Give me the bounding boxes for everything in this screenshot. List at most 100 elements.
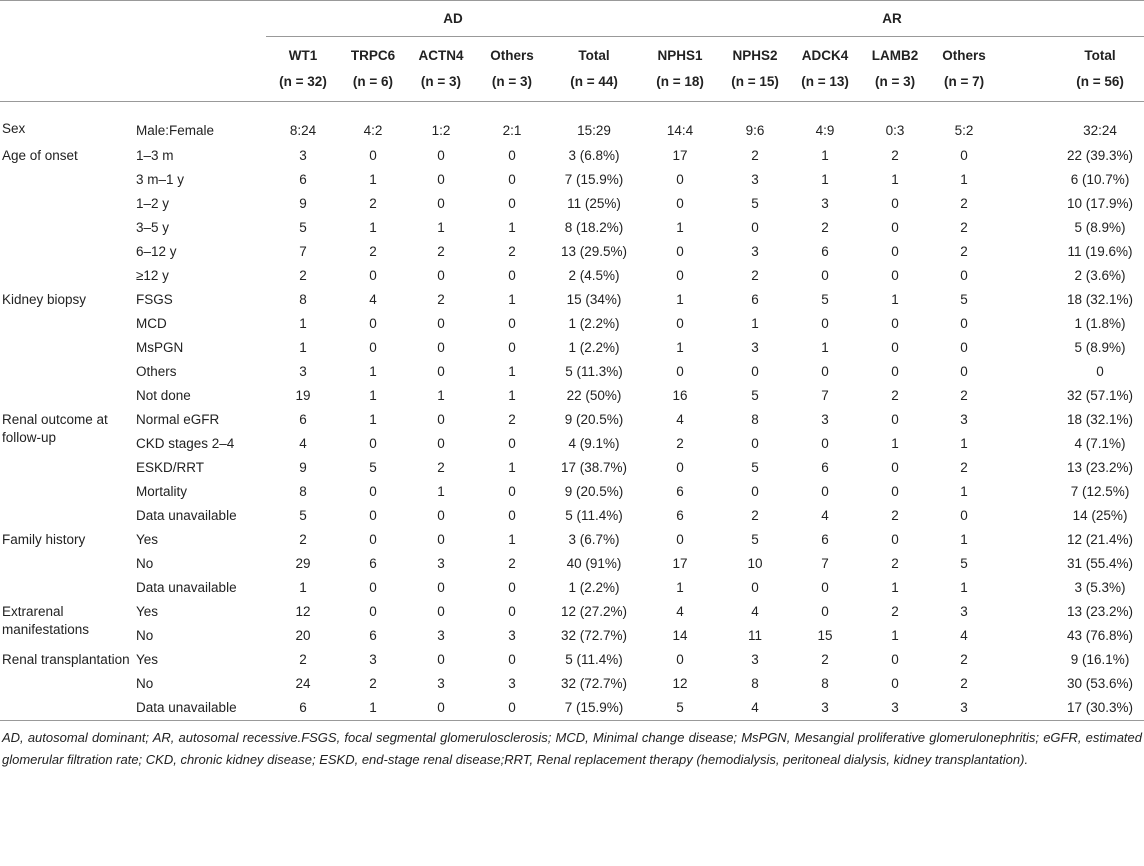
table-cell: 1: [676, 340, 684, 355]
table-cell: 2: [891, 508, 899, 523]
table-cell: 5 (8.9%): [1074, 220, 1126, 235]
row-label: Yes: [136, 652, 159, 667]
column-header: TRPC6 (n = 6): [340, 36, 406, 102]
table-cell: 12: [295, 604, 311, 619]
table-cell: 1: [508, 460, 516, 475]
table-cell: 3: [790, 696, 861, 721]
table-cell: 2: [960, 196, 968, 211]
table-cell: 2: [891, 148, 899, 163]
table-cell: 0: [960, 148, 968, 163]
column-header: Others (n = 3): [476, 36, 548, 102]
table-cell: 0: [821, 580, 829, 595]
table-cell: 8: [299, 484, 307, 499]
table-cell: 0: [891, 676, 899, 691]
table-cell: 2: [676, 436, 684, 451]
table-cell: 7: [821, 556, 829, 571]
table-cell: 3: [437, 676, 445, 691]
row-label: No: [136, 628, 154, 643]
table-cell: 2: [891, 556, 899, 571]
table-cell: 0: [437, 340, 445, 355]
row-label: 1–3 m: [136, 148, 174, 163]
table-cell: 2: [821, 652, 829, 667]
table-cell: 2: [821, 220, 829, 235]
column-name: ACTN4: [418, 48, 464, 63]
table-cell: 3: [821, 196, 829, 211]
row-group-label: Family history: [2, 532, 86, 547]
column-count: (n = 56): [1076, 74, 1124, 89]
table-cell: 2: [751, 508, 759, 523]
table-cell: 5: [299, 220, 307, 235]
table-cell: 1: [299, 580, 307, 595]
table-cell: 0: [821, 316, 829, 331]
table-cell: 1: [437, 484, 445, 499]
table-cell: 0: [891, 652, 899, 667]
table-cell: 0: [676, 460, 684, 475]
table-cell: 12 (21.4%): [1067, 532, 1134, 547]
table-cell: 0: [676, 172, 684, 187]
table-cell: 2 (3.6%): [1074, 268, 1126, 283]
table-cell: 0: [891, 340, 899, 355]
column-count: (n = 7): [943, 74, 985, 89]
table-cell: 3: [437, 628, 445, 643]
table-cell: 1: [437, 220, 445, 235]
column-header: Others (n = 7): [930, 36, 999, 102]
table-cell: 14 (25%): [1072, 508, 1128, 523]
table-cell: 31 (55.4%): [1067, 556, 1134, 571]
table-cell: 1: [821, 148, 829, 163]
table-cell: 1: [508, 220, 516, 235]
table-row: Age of onset 1–3 m 3 0 0 0 3 (6.8%) 17 2 1 2 0 22 (3…: [0, 144, 1144, 168]
table-cell: 4: [676, 604, 684, 619]
table-cell: 8: [299, 292, 307, 307]
table-cell: 0: [891, 532, 899, 547]
table-cell: 2 (4.5%): [568, 268, 620, 283]
table-cell: 2: [508, 244, 516, 259]
column-header: ADCK4 (n = 13): [790, 36, 861, 102]
table-cell: 0: [508, 508, 516, 523]
table-row: Sex Male:Female 8:24 4:2 1:2 2:1 15:29 14:4 9:6 4…: [0, 102, 1144, 145]
table-cell: 0: [676, 244, 684, 259]
table-cell: 0: [751, 364, 759, 379]
table-cell: 22 (39.3%): [1067, 148, 1134, 163]
table-cell: 2: [508, 556, 516, 571]
table-cell: 6: [821, 244, 829, 259]
table-figure: AD AR WT1 (n = 32) TRPC6 (n = 6) ACTN4 (n = 3) O…: [0, 0, 1144, 767]
column-header: Total (n = 56): [998, 36, 1144, 102]
table-cell: 2: [960, 676, 968, 691]
table-cell: 0: [437, 532, 445, 547]
row-label: MCD: [136, 316, 167, 331]
table-cell: 32 (72.7%): [561, 676, 628, 691]
table-cell: 8: [821, 676, 829, 691]
table-cell: 19: [295, 388, 311, 403]
table-cell: 0: [676, 652, 684, 667]
table-row: No 20 6 3 3 32 (72.7%) 14 11 15 1 4 43 (76.8%): [0, 624, 1144, 648]
table-cell: 17 (38.7%): [561, 460, 628, 475]
table-cell: 22 (50%): [566, 388, 622, 403]
table-cell: 1: [821, 172, 829, 187]
table-cell: 2: [437, 460, 445, 475]
table-cell: 0: [891, 220, 899, 235]
table-cell: 0: [821, 484, 829, 499]
column-count: (n = 13): [801, 74, 849, 89]
table-cell: 4: [676, 412, 684, 427]
table-row: 3 m–1 y 6 1 0 0 7 (15.9%) 0 3 1 1 1 6 (10.7%): [0, 168, 1144, 192]
table-cell: 14: [672, 628, 688, 643]
table-cell: 3: [751, 340, 759, 355]
table-cell: 0: [960, 268, 968, 283]
table-cell: 10: [747, 556, 763, 571]
table-cell: 6: [676, 508, 684, 523]
table-cell: 6: [821, 460, 829, 475]
table-row: Renal transplantation Yes 2 3 0 0 5 (11.4%) 0 3 2…: [0, 648, 1144, 721]
table-cell: 0: [508, 604, 516, 619]
column-name: NPHS2: [732, 48, 778, 63]
table-cell: 3: [751, 652, 759, 667]
table-cell: 0: [960, 340, 968, 355]
row-group-label: Renal outcome at follow-up: [2, 412, 108, 445]
table-cell: 6: [299, 172, 307, 187]
column-count: (n = 3): [874, 74, 916, 89]
row-label: 3–5 y: [136, 220, 170, 235]
table-cell: 3: [960, 604, 968, 619]
table-cell: 3: [751, 172, 759, 187]
table-cell: 43 (76.8%): [1067, 628, 1134, 643]
table-cell: 1: [891, 580, 899, 595]
table-cell: 1:2: [431, 122, 451, 138]
